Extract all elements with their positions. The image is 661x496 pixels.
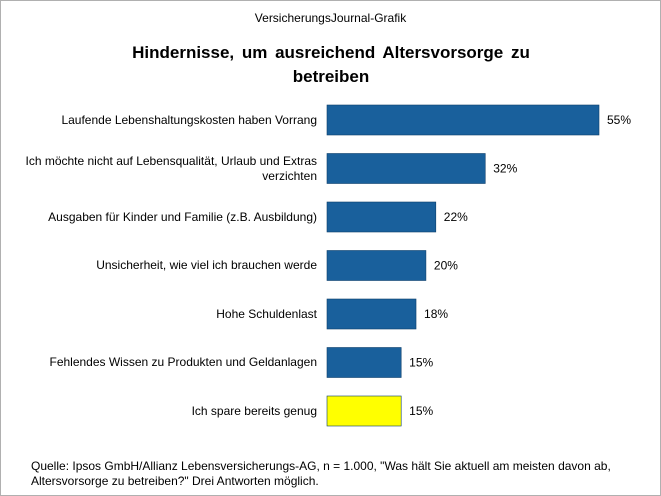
bar bbox=[326, 298, 417, 330]
source-note: Quelle: Ipsos GmbH/Allianz Lebensversich… bbox=[31, 459, 611, 488]
category-label: Unsicherheit, wie viel ich brauchen werd… bbox=[96, 258, 317, 272]
category-label: Laufende Lebenshaltungskosten haben Vorr… bbox=[61, 112, 317, 127]
value-label: 15% bbox=[409, 356, 433, 370]
value-label: 22% bbox=[444, 210, 468, 224]
value-label: 15% bbox=[409, 404, 433, 418]
value-label: 32% bbox=[493, 162, 517, 176]
bar bbox=[326, 201, 437, 233]
value-label: 18% bbox=[424, 307, 448, 321]
value-label: 55% bbox=[607, 113, 631, 127]
chart-title: Hindernisse, um ausreichend Altersvorsor… bbox=[132, 43, 530, 86]
category-label: Ich spare bereits genug bbox=[191, 403, 317, 418]
category-label: Hohe Schuldenlast bbox=[216, 306, 317, 321]
category-label: Ausgaben für Kinder und Familie (z.B. Au… bbox=[48, 209, 317, 224]
category-label: Fehlendes Wissen zu Produkten und Geldan… bbox=[49, 355, 317, 369]
bar bbox=[326, 104, 600, 136]
source: VersicherungsJournal-Grafik bbox=[254, 11, 407, 25]
bar bbox=[326, 347, 402, 378]
category-label: Ich möchte nicht auf Lebensqualität, Url… bbox=[25, 153, 317, 183]
bar bbox=[326, 395, 402, 427]
value-label: 20% bbox=[434, 259, 458, 273]
bar bbox=[326, 250, 427, 281]
bar bbox=[326, 153, 486, 184]
